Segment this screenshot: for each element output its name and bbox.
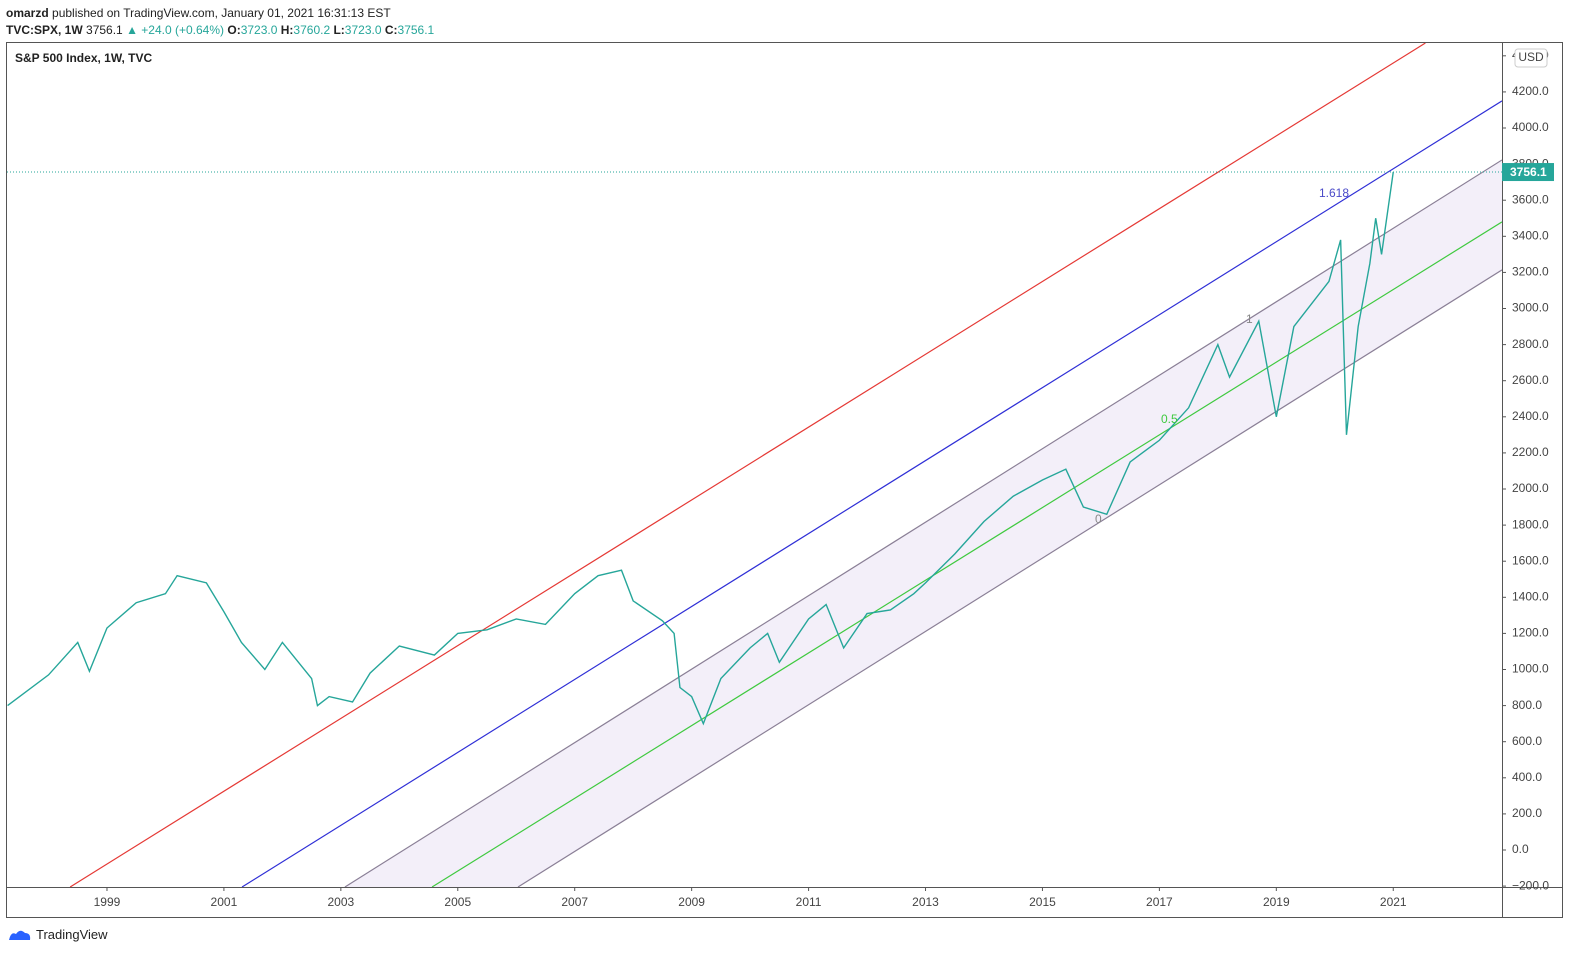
o: 3723.0: [240, 23, 278, 37]
trend-line: [241, 100, 1502, 887]
y-tick-label: 2000.0: [1512, 481, 1549, 495]
y-tick-label: 1200.0: [1512, 626, 1549, 640]
x-tick-label: 2009: [678, 895, 705, 909]
currency-label: USD: [1518, 50, 1544, 64]
y-tick-label: 1800.0: [1512, 517, 1549, 531]
brand: TradingView: [36, 927, 108, 942]
trend-line: [431, 221, 1502, 887]
l: 3723.0: [344, 23, 382, 37]
last-price-label: 3756.1: [1510, 165, 1547, 179]
trend-line: [344, 159, 1502, 887]
last-price-tag: [1502, 163, 1554, 182]
annotation: 1: [1246, 312, 1253, 326]
y-tick-label: 1600.0: [1512, 553, 1549, 567]
frame: [6, 42, 1563, 918]
plot: [7, 43, 1502, 887]
y-tick-label: 200.0: [1512, 806, 1542, 820]
y-tick-label: 3000.0: [1512, 301, 1549, 315]
chart-title: S&P 500 Index, 1W, TVC: [15, 51, 152, 65]
header-line2: TVC:SPX, 1W 3756.1 ▲ +24.0 (+0.64%) O:37…: [6, 22, 434, 39]
x-tick-label: 2003: [327, 895, 354, 909]
h-label: H:: [280, 23, 294, 37]
o-label: O:: [227, 23, 241, 37]
h: 3760.2: [293, 23, 331, 37]
x-tick-label: 2017: [1146, 895, 1173, 909]
currency-box: [1514, 48, 1548, 68]
x-tick-label: 2005: [444, 895, 471, 909]
annotation: 0: [1095, 512, 1102, 526]
x-tick-label: 2021: [1380, 895, 1407, 909]
change: ▲ +24.0 (+0.64%): [126, 23, 225, 37]
x-tick-label: 2001: [211, 895, 238, 909]
header-line1: omarzd published on TradingView.com, Jan…: [6, 5, 434, 22]
y-tick-label: 1400.0: [1512, 589, 1549, 603]
y-tick-label: 600.0: [1512, 734, 1542, 748]
header: omarzd published on TradingView.com, Jan…: [6, 5, 434, 39]
y-tick-label: 3400.0: [1512, 228, 1549, 242]
x-tick-label: 2013: [912, 895, 939, 909]
y-tick-label: −200.0: [1512, 878, 1549, 892]
x-tick-label: 2015: [1029, 895, 1056, 909]
x-tick-label: 1999: [94, 895, 121, 909]
y-tick-label: 2800.0: [1512, 337, 1549, 351]
x-tick-label: 2011: [796, 895, 822, 909]
y-tick-label: 2400.0: [1512, 409, 1549, 423]
y-tick-label: 2200.0: [1512, 445, 1549, 459]
symbol: TVC:SPX, 1W: [6, 23, 83, 37]
y-tick-label: 4200.0: [1512, 84, 1549, 98]
y-tick-label: 3200.0: [1512, 265, 1549, 279]
y-tick-label: 3600.0: [1512, 192, 1549, 206]
author: omarzd: [6, 6, 49, 20]
y-tick-label: 800.0: [1512, 698, 1542, 712]
y-tick-label: 1000.0: [1512, 662, 1549, 676]
annotation: 1.618: [1319, 186, 1349, 200]
y-tick-label: 0.0: [1512, 842, 1529, 856]
trend-line: [69, 43, 1426, 887]
last: 3756.1: [86, 23, 123, 37]
c: 3756.1: [397, 23, 435, 37]
y-tick-label: 2600.0: [1512, 373, 1549, 387]
annotation: 0.5: [1161, 412, 1178, 426]
x-tick-label: 2019: [1263, 895, 1290, 909]
logo: [9, 930, 31, 940]
footer: TradingView: [8, 927, 108, 942]
y-tick-label: 400.0: [1512, 770, 1542, 784]
x-tick-label: 2007: [561, 895, 588, 909]
published: published on TradingView.com, January 01…: [52, 6, 391, 20]
y-tick-label: 4000.0: [1512, 120, 1549, 134]
l-label: L:: [333, 23, 345, 37]
trend-line: [517, 269, 1502, 887]
price-line: [7, 171, 1394, 726]
c-label: C:: [384, 23, 398, 37]
